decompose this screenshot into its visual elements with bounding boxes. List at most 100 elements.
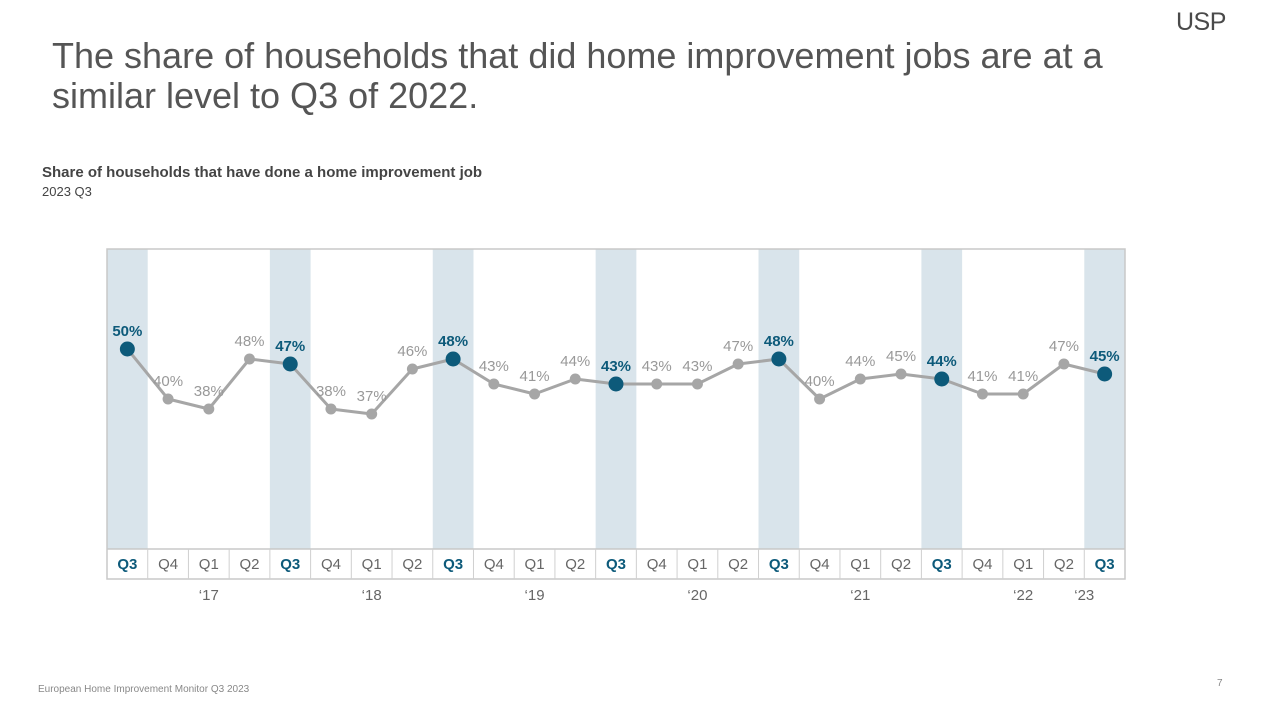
category-label: Q1 [525, 556, 545, 573]
data-point [608, 376, 624, 392]
category-label: Q4 [484, 556, 504, 573]
data-point [651, 378, 663, 390]
data-point [1097, 366, 1113, 382]
category-label: Q4 [810, 556, 830, 573]
data-label: 43% [601, 358, 631, 375]
data-point [119, 341, 135, 357]
data-point [244, 353, 256, 365]
data-point [895, 368, 907, 380]
data-label: 37% [357, 388, 387, 405]
data-label: 48% [235, 333, 265, 350]
category-label: Q4 [647, 556, 667, 573]
data-label: 50% [112, 323, 142, 340]
category-label: Q4 [321, 556, 341, 573]
data-point [1017, 388, 1029, 400]
category-label: Q4 [158, 556, 178, 573]
data-point [814, 393, 826, 405]
series-line-segment [451, 357, 496, 386]
category-label: Q2 [1054, 556, 1074, 573]
series-line-segment [533, 377, 577, 396]
category-label: Q3 [117, 556, 137, 573]
data-point [691, 378, 703, 390]
series-line-segment [818, 377, 862, 401]
series-line-segment [695, 362, 740, 386]
data-label: 40% [153, 373, 183, 390]
chart-title: Share of households that have done a hom… [42, 164, 483, 181]
data-point [569, 373, 581, 385]
data-point [445, 351, 461, 367]
year-label: ‘19 [525, 587, 545, 604]
data-point [162, 393, 174, 405]
series-line-segment [288, 362, 333, 411]
category-label: Q1 [687, 556, 707, 573]
data-point [771, 351, 787, 367]
data-label: 48% [764, 333, 794, 350]
data-label: 43% [479, 358, 509, 375]
data-point [325, 403, 337, 415]
category-label: Q3 [769, 556, 789, 573]
highlight-band [595, 249, 637, 549]
highlight-band [921, 249, 963, 549]
year-label: ‘18 [362, 587, 382, 604]
series-line-segment [777, 357, 822, 401]
chart-subtitle: 2023 Q3 [42, 184, 92, 199]
category-label: Q1 [362, 556, 382, 573]
series-line-segment [858, 372, 903, 381]
series-line-segment [492, 382, 537, 396]
data-label: 45% [886, 348, 916, 365]
data-label: 40% [805, 373, 835, 390]
data-point [366, 408, 378, 420]
year-label: ‘22 [1013, 587, 1033, 604]
data-label: 43% [642, 358, 672, 375]
data-label: 38% [316, 383, 346, 400]
series-line-segment [1021, 362, 1066, 396]
data-label: 47% [723, 338, 753, 355]
data-label: 44% [560, 353, 590, 370]
page-headline: The share of households that did home im… [52, 35, 1103, 116]
data-point [976, 388, 988, 400]
data-label: 38% [194, 383, 224, 400]
data-label: 48% [438, 333, 468, 350]
data-point [529, 388, 541, 400]
series-line-segment [370, 367, 414, 416]
highlight-band [107, 249, 148, 549]
category-label: Q4 [972, 556, 992, 573]
highlight-band [1084, 249, 1125, 549]
category-label: Q2 [402, 556, 422, 573]
series-line-segment [166, 397, 211, 411]
category-label: Q2 [565, 556, 585, 573]
category-label: Q2 [240, 556, 260, 573]
series-line-segment [125, 347, 170, 401]
data-label: 44% [927, 353, 957, 370]
page-number: 7 [1217, 678, 1223, 689]
data-label: 45% [1090, 348, 1120, 365]
category-label: Q3 [443, 556, 463, 573]
series-line-segment [329, 407, 374, 416]
data-label: 41% [1008, 368, 1038, 385]
year-label: ‘21 [850, 587, 870, 604]
highlight-band [432, 249, 474, 549]
category-label: Q1 [850, 556, 870, 573]
category-label: Q1 [199, 556, 219, 573]
data-point [732, 358, 744, 370]
data-label: 43% [682, 358, 712, 375]
plot-frame [106, 248, 1126, 580]
data-point [282, 356, 298, 372]
category-label: Q3 [1095, 556, 1115, 573]
data-point [406, 363, 418, 375]
category-label: Q3 [932, 556, 952, 573]
footer-source: European Home Improvement Monitor Q3 202… [38, 684, 250, 695]
data-point [488, 378, 500, 390]
data-point [1058, 358, 1070, 370]
category-label: Q2 [728, 556, 748, 573]
year-label: ‘20 [687, 587, 707, 604]
data-point [934, 371, 950, 387]
data-label: 41% [520, 368, 550, 385]
data-label: 47% [1049, 338, 1079, 355]
year-label: ‘17 [199, 587, 219, 604]
data-point [203, 403, 215, 415]
year-label: ‘23 [1074, 587, 1094, 604]
highlight-band [269, 249, 311, 549]
category-label: Q2 [891, 556, 911, 573]
category-label: Q3 [280, 556, 300, 573]
